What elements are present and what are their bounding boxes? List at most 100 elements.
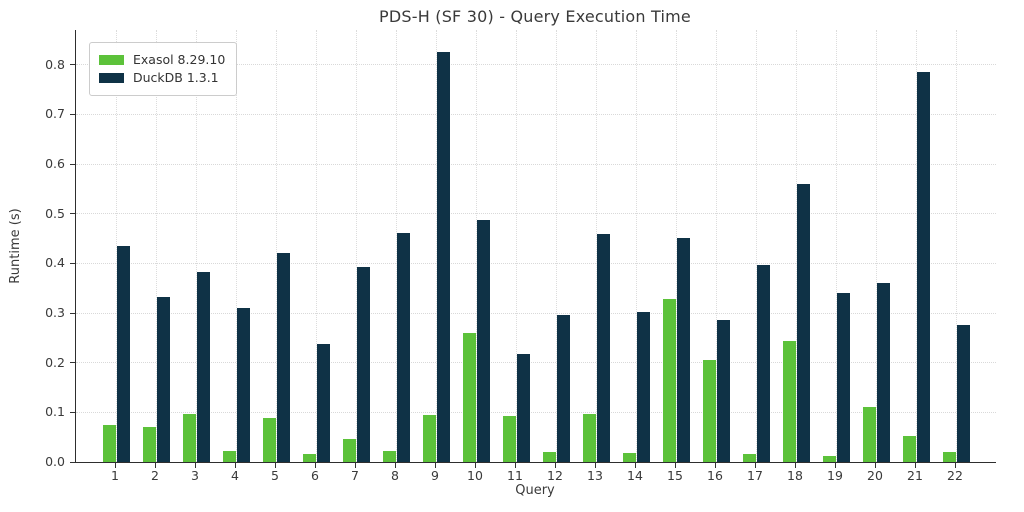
x-gridline [635,30,637,462]
x-tick-label: 21 [907,468,923,483]
x-tick-mark [634,463,636,468]
x-tick-label: 20 [867,468,883,483]
y-gridline [76,312,996,314]
y-tick-mark [70,461,75,463]
x-tick-mark [394,463,396,468]
y-tick-mark [70,113,75,116]
bar-exasol-8-29-10-q7 [342,438,356,462]
y-gridline [76,262,996,264]
x-gridline [555,30,557,462]
bar-duckdb-1-3-1-q14 [636,312,650,462]
x-tick-mark [954,463,956,468]
y-gridline [76,64,996,66]
x-tick-mark [114,463,116,468]
bar-exasol-8-29-10-q18 [782,340,796,462]
bar-duckdb-1-3-1-q10 [476,220,490,462]
x-tick-mark [354,463,356,468]
bar-duckdb-1-3-1-q11 [516,353,530,462]
x-tick-label: 12 [547,468,563,483]
x-gridline [475,30,477,462]
y-gridline [76,163,996,165]
y-tick-mark [70,362,75,364]
bar-duckdb-1-3-1-q19 [836,292,850,462]
x-gridline [355,30,357,462]
x-tick-label: 4 [231,468,239,483]
plot-area: Exasol 8.29.10 DuckDB 1.3.1 [75,30,996,463]
y-tick-mark [70,411,75,414]
bar-duckdb-1-3-1-q1 [116,246,130,462]
x-gridline [715,30,717,462]
x-tick-label: 13 [587,468,603,483]
bar-duckdb-1-3-1-q20 [876,282,890,462]
x-tick-label: 8 [391,468,399,483]
x-tick-label: 5 [271,468,279,483]
bar-exasol-8-29-10-q15 [662,299,676,462]
bar-exasol-8-29-10-q16 [702,359,716,462]
bar-duckdb-1-3-1-q9 [436,52,450,462]
x-tick-label: 11 [507,468,523,483]
bar-duckdb-1-3-1-q17 [756,265,770,462]
bar-exasol-8-29-10-q5 [262,417,276,462]
y-tick-label: 0.8 [45,56,65,72]
x-tick-mark [434,463,436,468]
bar-duckdb-1-3-1-q7 [356,267,370,462]
bar-duckdb-1-3-1-q5 [276,252,290,462]
x-tick-label: 3 [191,468,199,483]
bar-duckdb-1-3-1-q13 [596,234,610,462]
x-tick-mark [314,463,316,468]
bar-duckdb-1-3-1-q12 [556,314,570,462]
x-gridline [835,30,837,462]
legend-item: Exasol 8.29.10 [99,52,225,68]
bar-duckdb-1-3-1-q8 [396,233,410,462]
bar-exasol-8-29-10-q22 [942,452,956,462]
bar-duckdb-1-3-1-q15 [676,238,690,462]
y-tick-mark [70,213,75,215]
x-gridline [675,30,677,462]
y-tick-mark [70,163,75,165]
y-gridline [76,113,996,115]
bar-exasol-8-29-10-q8 [382,450,396,462]
chart-title: PDS-H (SF 30) - Query Execution Time [379,7,691,26]
x-gridline [755,30,757,462]
x-tick-label: 18 [787,468,803,483]
bar-exasol-8-29-10-q12 [542,451,556,462]
x-axis-label: Query [515,483,555,498]
x-tick-mark [234,463,236,468]
x-gridline [275,30,277,462]
x-gridline [915,30,917,462]
x-gridline [195,30,197,462]
bar-exasol-8-29-10-q11 [502,416,516,462]
y-tick-label: 0.2 [45,354,65,370]
bar-exasol-8-29-10-q21 [902,435,916,462]
x-gridline [395,30,397,462]
legend-label: DuckDB 1.3.1 [133,70,219,85]
x-tick-label: 14 [627,468,643,483]
legend-swatch-duckdb-1-3-1 [99,73,124,83]
bar-duckdb-1-3-1-q6 [316,344,330,462]
x-tick-label: 7 [351,468,359,483]
bar-duckdb-1-3-1-q3 [196,271,210,462]
x-tick-mark [674,463,676,468]
y-tick-label: 0.0 [45,454,65,469]
x-tick-label: 19 [827,468,843,483]
legend-label: Exasol 8.29.10 [133,52,226,67]
bar-duckdb-1-3-1-q18 [796,184,810,462]
y-tick-label: 0.4 [45,255,65,271]
x-gridline [315,30,317,462]
bar-exasol-8-29-10-q20 [862,406,876,462]
x-tick-label: 15 [667,468,683,483]
y-gridline [76,362,996,364]
y-gridline [76,213,996,215]
bar-exasol-8-29-10-q6 [302,454,316,462]
y-gridline [76,411,996,413]
x-gridline [955,30,957,462]
x-gridline [875,30,877,462]
y-tick-label: 0.6 [45,156,65,172]
x-gridline [115,30,117,462]
x-gridline [235,30,237,462]
y-tick-mark [70,262,75,265]
bar-exasol-8-29-10-q19 [822,456,836,462]
x-tick-label: 10 [467,468,483,483]
x-gridline [515,30,517,462]
